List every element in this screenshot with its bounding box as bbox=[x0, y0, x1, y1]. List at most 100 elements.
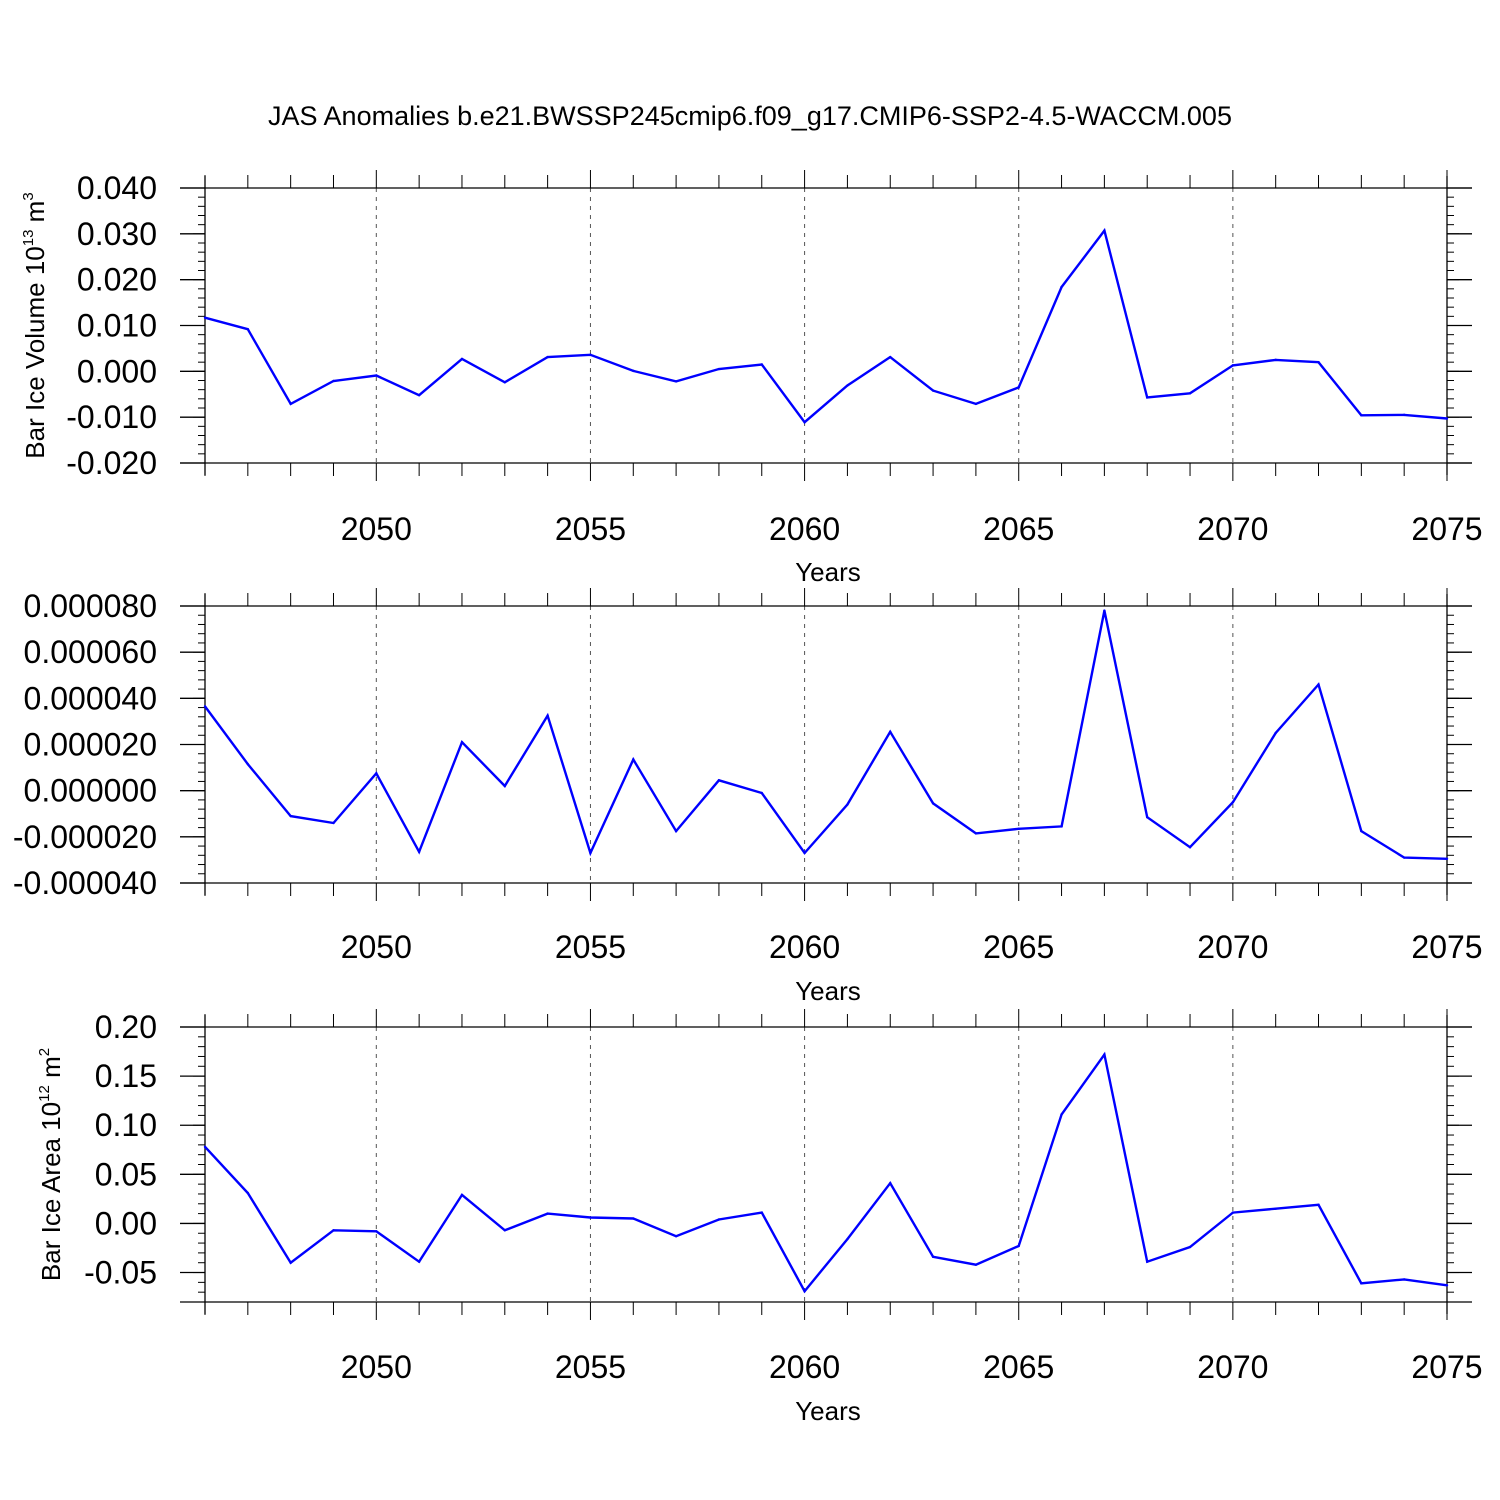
data-point bbox=[375, 374, 378, 377]
data-point bbox=[674, 1234, 678, 1238]
data-point bbox=[417, 850, 421, 854]
data-point bbox=[417, 393, 421, 397]
x-tick-label: 2075 bbox=[1411, 929, 1482, 965]
data-point bbox=[203, 316, 207, 319]
data-point bbox=[289, 1261, 292, 1264]
data-point bbox=[1103, 229, 1106, 232]
data-point bbox=[460, 357, 464, 361]
data-point bbox=[1274, 358, 1277, 362]
data-point bbox=[1445, 857, 1449, 860]
x-axis-title: Years bbox=[795, 557, 861, 587]
data-point bbox=[1231, 1211, 1235, 1214]
panel-area: -0.05 0.00 0.05 0.10 0.15 0.20 2050 2055 2060 206… bbox=[36, 1009, 1483, 1426]
data-point bbox=[203, 1145, 207, 1149]
x-tick-label: 2070 bbox=[1197, 511, 1268, 547]
data-point bbox=[1274, 731, 1277, 735]
data-point bbox=[546, 1212, 549, 1215]
data-point bbox=[1060, 825, 1063, 828]
data-point bbox=[760, 1211, 763, 1214]
data-point bbox=[546, 355, 549, 359]
y-tick-label: 0.15 bbox=[95, 1058, 157, 1094]
x-tick-label: 2055 bbox=[555, 929, 626, 965]
y-tick-label: 0.20 bbox=[95, 1009, 157, 1045]
data-point bbox=[974, 402, 978, 406]
x-tick-label: 2060 bbox=[769, 511, 840, 547]
data-point bbox=[760, 791, 763, 795]
data-point bbox=[589, 353, 592, 357]
data-point bbox=[417, 1260, 421, 1263]
y-axis-title: Bar Ice Area 1012 m2 bbox=[36, 1048, 66, 1281]
data-point bbox=[503, 784, 506, 788]
data-point bbox=[203, 705, 207, 708]
data-point bbox=[1317, 683, 1320, 686]
y-tick-label: -0.000020 bbox=[13, 819, 157, 855]
panel-volume: -0.020 -0.010 0.000 0.010 0.020 0.030 0.040 205… bbox=[20, 170, 1483, 587]
data-point bbox=[931, 802, 935, 805]
data-point bbox=[460, 1193, 464, 1197]
x-tick-label: 2050 bbox=[341, 511, 412, 547]
y-tick-label: 0.000020 bbox=[24, 727, 157, 763]
data-point bbox=[889, 1181, 892, 1185]
data-point bbox=[1231, 801, 1235, 804]
data-point bbox=[1146, 1260, 1149, 1263]
x-tick-label: 2060 bbox=[769, 929, 840, 965]
data-point bbox=[632, 1217, 635, 1220]
data-point bbox=[1017, 827, 1020, 830]
data-point bbox=[1360, 829, 1363, 833]
x-tick-label: 2070 bbox=[1197, 929, 1268, 965]
data-point bbox=[1317, 1203, 1320, 1206]
y-tick-label: 0.05 bbox=[95, 1156, 157, 1192]
data-point bbox=[1060, 285, 1063, 289]
data-point bbox=[589, 851, 592, 855]
series-line bbox=[204, 610, 1448, 860]
data-point bbox=[1445, 1284, 1449, 1287]
data-point bbox=[889, 730, 892, 734]
data-point bbox=[931, 1255, 935, 1259]
x-tick-label: 2075 bbox=[1411, 511, 1482, 547]
y-tick-label: -0.000040 bbox=[13, 865, 157, 901]
y-tick-label: 0.10 bbox=[95, 1107, 157, 1143]
data-point bbox=[375, 1230, 378, 1233]
data-point bbox=[1146, 396, 1149, 399]
y-tick-label: -0.010 bbox=[66, 399, 157, 435]
data-point bbox=[760, 363, 763, 366]
data-point bbox=[846, 803, 849, 806]
data-point bbox=[460, 740, 464, 744]
data-point bbox=[632, 369, 635, 373]
y-tick-label: 0.000 bbox=[77, 353, 157, 389]
y-tick-label: 0.000060 bbox=[24, 634, 157, 670]
data-point bbox=[1274, 1207, 1277, 1210]
data-point bbox=[246, 327, 250, 331]
data-point bbox=[674, 829, 678, 833]
x-tick-label: 2060 bbox=[769, 1349, 840, 1385]
data-point bbox=[974, 832, 978, 835]
data-point bbox=[332, 379, 335, 383]
x-tick-label: 2055 bbox=[555, 511, 626, 547]
data-point bbox=[846, 1237, 849, 1241]
y-tick-label: 0.000040 bbox=[24, 680, 157, 716]
data-point bbox=[1445, 417, 1449, 420]
data-point bbox=[974, 1263, 978, 1266]
data-point bbox=[1188, 392, 1192, 395]
data-point bbox=[1360, 414, 1363, 417]
x-tick-label: 2065 bbox=[983, 511, 1054, 547]
y-tick-label: 0.010 bbox=[77, 308, 157, 344]
x-tick-label: 2070 bbox=[1197, 1349, 1268, 1385]
y-tick-label: 0.000000 bbox=[24, 773, 157, 809]
series-line bbox=[204, 1051, 1448, 1294]
data-point bbox=[1402, 1278, 1406, 1281]
x-tick-label: 2050 bbox=[341, 929, 412, 965]
data-point bbox=[246, 762, 250, 766]
data-point bbox=[289, 402, 292, 406]
data-point bbox=[546, 714, 549, 717]
y-tick-label: 0.00 bbox=[95, 1205, 157, 1241]
data-point bbox=[1103, 609, 1106, 612]
data-point bbox=[1231, 364, 1235, 367]
data-point bbox=[717, 1218, 721, 1221]
data-point bbox=[1146, 816, 1149, 819]
figure-title: JAS Anomalies b.e21.BWSSP245cmip6.f09_g1… bbox=[268, 101, 1232, 131]
data-point bbox=[717, 779, 721, 782]
y-tick-label: 0.040 bbox=[77, 170, 157, 206]
y-tick-label: 0.020 bbox=[77, 262, 157, 298]
